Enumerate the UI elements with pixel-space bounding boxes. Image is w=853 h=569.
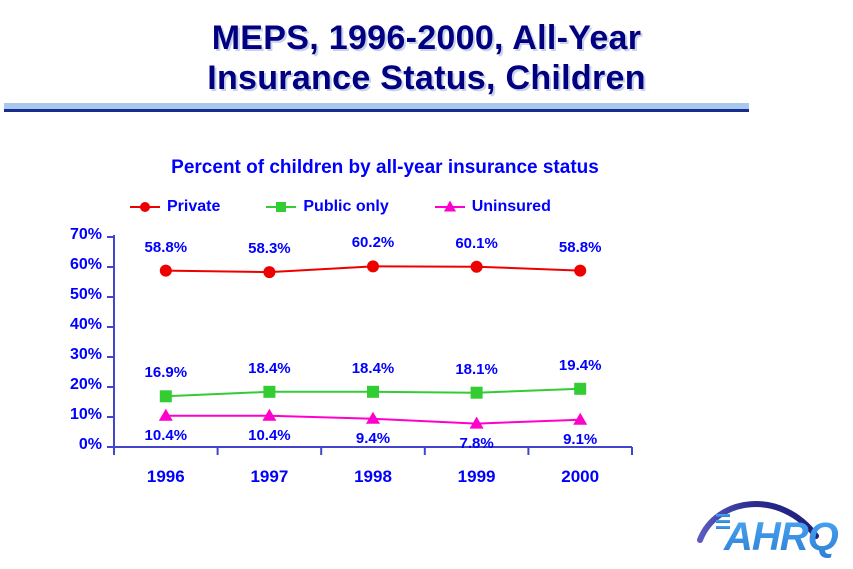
data-point-public-only[interactable] bbox=[574, 382, 587, 395]
x-axis-tick-label: 1996 bbox=[146, 467, 185, 486]
data-point-public-only[interactable] bbox=[263, 385, 276, 398]
plot-svg bbox=[107, 235, 633, 455]
legend-label: Uninsured bbox=[471, 198, 551, 215]
data-point-private[interactable] bbox=[263, 266, 276, 279]
data-label-public-only: 19.4% bbox=[558, 356, 602, 374]
legend-marker-square-icon bbox=[276, 202, 287, 212]
data-label-private: 58.3% bbox=[248, 240, 291, 258]
data-label-private: 60.1% bbox=[455, 234, 498, 252]
y-axis-tick-label: 0% bbox=[78, 436, 102, 453]
data-point-private[interactable] bbox=[367, 260, 379, 273]
x-axis-tick-label: 1997 bbox=[250, 467, 289, 486]
title-divider-band bbox=[4, 103, 749, 109]
data-label-public-only: 16.9% bbox=[144, 364, 188, 382]
y-axis-tick-label: 40% bbox=[69, 316, 102, 333]
data-label-private: 58.8% bbox=[144, 238, 188, 256]
ahrq-logo-arc bbox=[697, 501, 819, 543]
data-label-public-only: 18.1% bbox=[455, 360, 498, 378]
title-divider bbox=[4, 103, 749, 112]
ahrq-logo-graphic: AHRQ bbox=[697, 501, 840, 559]
legend-label: Private bbox=[167, 198, 221, 215]
data-point-uninsured[interactable] bbox=[366, 411, 380, 424]
chart-panel: Percent of children by all-year insuranc… bbox=[0, 130, 853, 500]
legend-entry-uninsured[interactable]: Uninsured bbox=[434, 198, 551, 216]
x-axis-tick-label: 2000 bbox=[561, 467, 600, 486]
svg-text:AHRQ: AHRQ bbox=[723, 515, 839, 559]
data-point-uninsured[interactable] bbox=[573, 412, 588, 425]
y-axis-tick-label: 30% bbox=[69, 346, 102, 363]
data-point-private[interactable] bbox=[470, 260, 483, 273]
y-axis-tick-label: 20% bbox=[69, 376, 102, 393]
data-point-uninsured[interactable] bbox=[262, 408, 277, 421]
legend-marker-circle-icon bbox=[140, 202, 150, 212]
data-point-public-only[interactable] bbox=[367, 385, 379, 398]
legend-label: Public only bbox=[303, 198, 389, 215]
legend-swatch-circle-icon bbox=[130, 200, 160, 214]
title-divider-line bbox=[4, 109, 749, 112]
legend-marker-triangle-icon bbox=[443, 200, 456, 212]
legend-swatch-square-icon bbox=[266, 200, 297, 214]
data-point-uninsured[interactable] bbox=[469, 416, 484, 429]
x-axis-tick-label: 1999 bbox=[457, 467, 496, 486]
y-axis-tick-label: 10% bbox=[69, 406, 102, 423]
legend-entry-public-only[interactable]: Public only bbox=[266, 198, 389, 216]
legend-swatch-triangle-icon bbox=[434, 200, 465, 214]
chart-legend: Private Public only Uninsured bbox=[130, 198, 610, 216]
x-axis-tick-label: 1998 bbox=[354, 467, 392, 486]
slide-title: MEPS, 1996-2000, All-Year Insurance Stat… bbox=[0, 18, 853, 98]
data-label-uninsured: 9.1% bbox=[563, 430, 598, 448]
data-label-private: 58.8% bbox=[558, 238, 602, 256]
data-label-public-only: 18.4% bbox=[351, 359, 395, 377]
data-label-uninsured: 9.4% bbox=[355, 429, 391, 447]
y-axis-tick-label: 70% bbox=[69, 226, 102, 243]
slide-title-line-1: MEPS, 1996-2000, All-Year bbox=[211, 19, 642, 57]
data-label-uninsured: 10.4% bbox=[248, 426, 291, 444]
ahrq-logo: AHRQ bbox=[694, 492, 844, 564]
data-label-private: 60.2% bbox=[351, 234, 395, 252]
data-point-private[interactable] bbox=[159, 264, 172, 277]
data-point-public-only[interactable] bbox=[159, 390, 172, 403]
legend-entry-private[interactable]: Private bbox=[130, 198, 220, 216]
slide-title-line-2: Insurance Status, Children bbox=[207, 59, 646, 97]
y-axis-tick-label: 50% bbox=[69, 286, 102, 303]
data-label-uninsured: 10.4% bbox=[144, 426, 188, 444]
plot-area: 70% 60% 50% 40% 30% 20% 10% 0% 1996 1997 1998 1999 2… bbox=[0, 130, 853, 500]
data-point-uninsured[interactable] bbox=[158, 408, 173, 421]
y-axis-tick-label: 60% bbox=[69, 256, 102, 273]
ahrq-logo-wordmark: AHRQ bbox=[716, 514, 840, 559]
chart-title: Percent of children by all-year insuranc… bbox=[171, 157, 599, 178]
data-label-uninsured: 7.8% bbox=[459, 434, 494, 452]
data-point-public-only[interactable] bbox=[470, 386, 483, 399]
data-point-private[interactable] bbox=[574, 264, 587, 277]
data-label-public-only: 18.4% bbox=[248, 359, 291, 377]
